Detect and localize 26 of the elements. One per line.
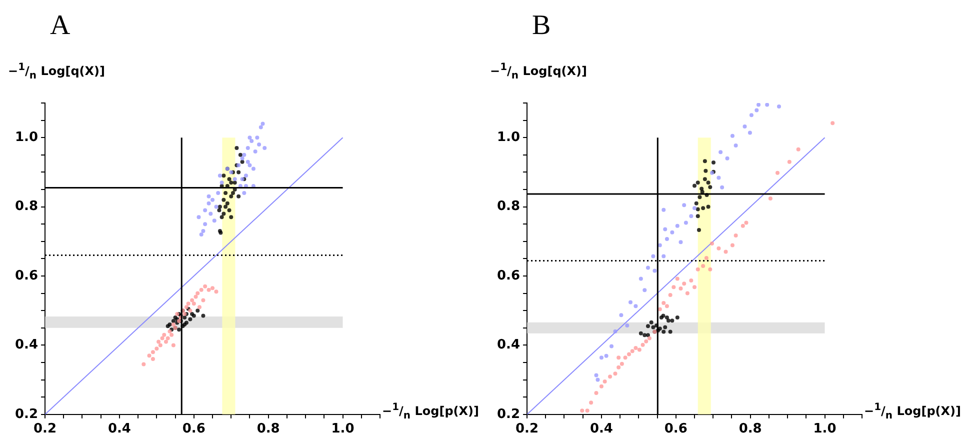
y-tick-label: 0.6	[497, 268, 520, 284]
x-tick-label: 0.8	[738, 422, 762, 437]
x-tick-label: 1.0	[331, 422, 354, 437]
x-tick-label: 0.2	[34, 422, 57, 437]
x-tick-label: 0.4	[108, 422, 131, 437]
y-axis-title: −$^{1}$/$_{n}$ Log[q(X)]	[8, 62, 105, 82]
y-tick-label: 0.6	[15, 268, 38, 284]
x-axis-title: −$^{1}$/$_{n}$ Log[p(X)]	[382, 402, 479, 422]
x-tick-label: 0.6	[182, 422, 206, 437]
x-tick-label: 0.8	[256, 422, 280, 437]
y-tick-label: 0.2	[497, 406, 520, 422]
y-tick-label: 0.2	[15, 406, 38, 422]
y-tick-label: 0.4	[497, 338, 520, 353]
x-axis-title: −$^{1}$/$_{n}$ Log[p(X)]	[864, 402, 961, 422]
x-tick-label: 0.2	[516, 422, 539, 437]
y-tick-label: 0.8	[15, 199, 38, 214]
y-tick-label: 0.4	[15, 338, 38, 353]
x-tick-label: 0.4	[590, 422, 613, 437]
x-tick-label: 0.6	[664, 422, 688, 437]
chart-title: B	[532, 10, 551, 42]
y-tick-label: 1.0	[497, 130, 520, 145]
y-axis-title: −$^{1}$/$_{n}$ Log[q(X)]	[490, 62, 587, 82]
y-tick-label: 0.8	[497, 199, 520, 214]
y-tick-label: 1.0	[15, 130, 38, 145]
x-tick-label: 1.0	[813, 422, 836, 437]
chart-title: A	[50, 10, 70, 42]
